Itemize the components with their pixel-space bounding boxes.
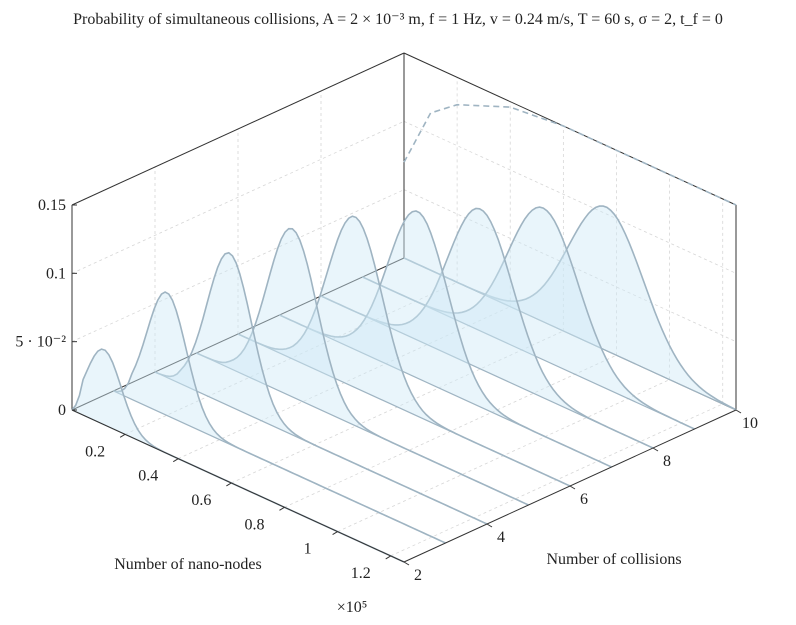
x-tick-mark-3 [279,506,285,511]
grid-line-z-left-2 [71,120,405,274]
grid-line-z-back-2 [403,120,737,274]
curve-fill-3 [113,292,446,543]
curve-fill-9 [362,207,695,429]
curve-base-6 [237,333,571,487]
y-tick-mark-1 [486,523,493,528]
curve-base-7 [279,314,612,468]
x-tick-label-0: 0.2 [85,443,105,460]
y-tick-mark-0 [403,561,410,566]
y-tick-label-0: 2 [414,567,422,584]
curve-fill-6 [238,216,570,486]
x-tick-mark-1 [172,458,179,463]
x-axis-multiplier: ×10⁵ [337,599,368,616]
x-tick-label-5: 1.2 [351,565,371,582]
y-axis-label: Number of collisions [546,551,681,568]
curves-layer [71,103,737,563]
chart-title: Probability of simultaneous collisions, … [73,11,723,28]
y-tick-label-4: 10 [742,415,758,432]
x-tick-mark-2 [226,482,232,487]
curve-fill-7 [279,211,612,467]
ticks-layer: 0.2 0.4 0.6 0.8 1 1.2 2 4 6 8 10 0 5 · 10⁻² 0.1 0.15 [15,197,758,584]
box-edge-front-0 [71,409,405,563]
x-tick-label-4: 1 [304,541,312,558]
x-tick-label-3: 0.8 [244,516,264,533]
envelope-line [403,103,737,206]
x-tick-mark-4 [332,531,338,536]
curve-base-9 [362,276,695,430]
x-axis-label: Number of nano-nodes [114,556,262,573]
x-tick-label-2: 0.6 [191,492,211,509]
x-tick-mark-5 [385,555,391,560]
y-tick-mark-4 [735,409,742,414]
curve-base-8 [320,295,654,449]
curve-base-5 [196,352,529,506]
y-tick-mark-3 [652,447,659,452]
x-tick-label-1: 0.4 [138,468,158,485]
curve-fill-10 [404,206,736,410]
curve-base-3 [113,390,446,544]
curve-base-10 [403,257,737,411]
z-tick-label-2: 0.1 [46,265,66,282]
y-tick-mark-2 [569,485,576,490]
curve-fill-8 [321,208,653,448]
curve-fill-4 [155,252,487,525]
y-tick-label-1: 4 [497,529,505,546]
z-tick-label-3: 0.15 [38,197,66,214]
curve-base-4 [154,371,488,525]
box-edge-back-4 [71,52,405,206]
curve-fill-2 [72,349,404,562]
x-tick-mark-0 [119,433,126,438]
curve-fill-5 [196,228,529,505]
z-tick-label-1: 5 · 10⁻² [15,334,66,351]
y-tick-label-2: 6 [580,491,588,508]
y-tick-label-3: 8 [663,453,671,470]
z-tick-label-0: 0 [58,402,66,419]
grid-line-z-back-1 [403,189,737,343]
